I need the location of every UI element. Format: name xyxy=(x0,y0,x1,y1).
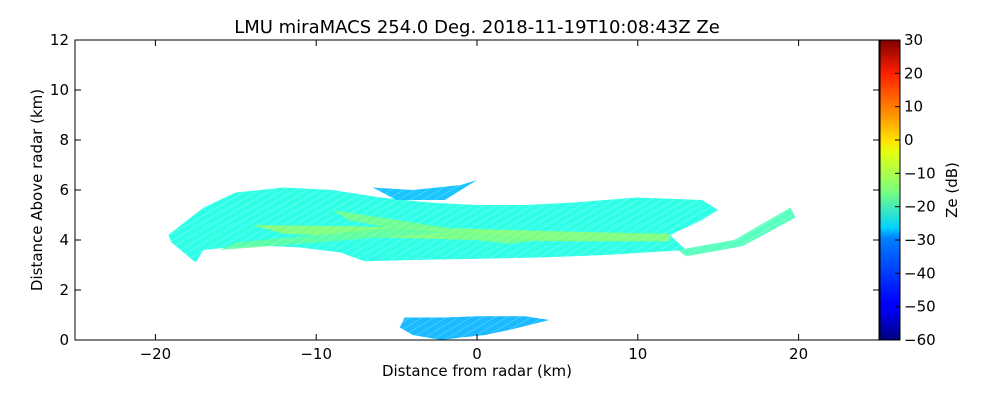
ze-region-texture xyxy=(168,187,719,263)
ze-region-texture xyxy=(219,227,445,250)
y-tick-label: 12 xyxy=(50,31,69,49)
colorbar-tick-label: −60 xyxy=(904,331,936,349)
y-axis-label: Distance Above radar (km) xyxy=(28,89,46,291)
colorbar-tick-label: 0 xyxy=(904,131,914,149)
colorbar-tick-label: −20 xyxy=(904,198,936,216)
x-tick-label: −20 xyxy=(140,345,172,363)
ze-region-texture xyxy=(399,316,550,340)
y-tick-label: 8 xyxy=(59,131,69,149)
ze-region-texture xyxy=(678,207,796,257)
x-axis-label: Distance from radar (km) xyxy=(382,362,572,380)
colorbar-tick-label: −50 xyxy=(904,298,936,316)
y-tick-label: 10 xyxy=(50,81,69,99)
y-tick-label: 2 xyxy=(59,281,69,299)
plot-frame xyxy=(74,39,880,341)
x-tick-label: 0 xyxy=(472,345,482,363)
y-tick-label: 4 xyxy=(59,231,69,249)
colorbar-tick-label: −40 xyxy=(904,264,936,282)
x-tick-label: 10 xyxy=(628,345,647,363)
ze-region-texture xyxy=(332,210,542,244)
ze-region-texture xyxy=(372,180,477,200)
colorbar-tick-label: 10 xyxy=(904,98,923,116)
chart-title: LMU miraMACS 254.0 Deg. 2018-11-19T10:08… xyxy=(234,17,720,38)
x-tick-label: −10 xyxy=(300,345,332,363)
y-tick-label: 0 xyxy=(59,331,69,349)
colorbar-tick-label: 20 xyxy=(904,64,923,82)
colorbar-tick-label: 30 xyxy=(904,31,923,49)
colorbar-tick-label: −10 xyxy=(904,164,936,182)
colorbar-label: Ze (dB) xyxy=(943,162,961,218)
colorbar-tick-label: −30 xyxy=(904,231,936,249)
x-tick-label: 20 xyxy=(789,345,808,363)
y-tick-label: 6 xyxy=(59,181,69,199)
colorbar xyxy=(879,39,901,341)
